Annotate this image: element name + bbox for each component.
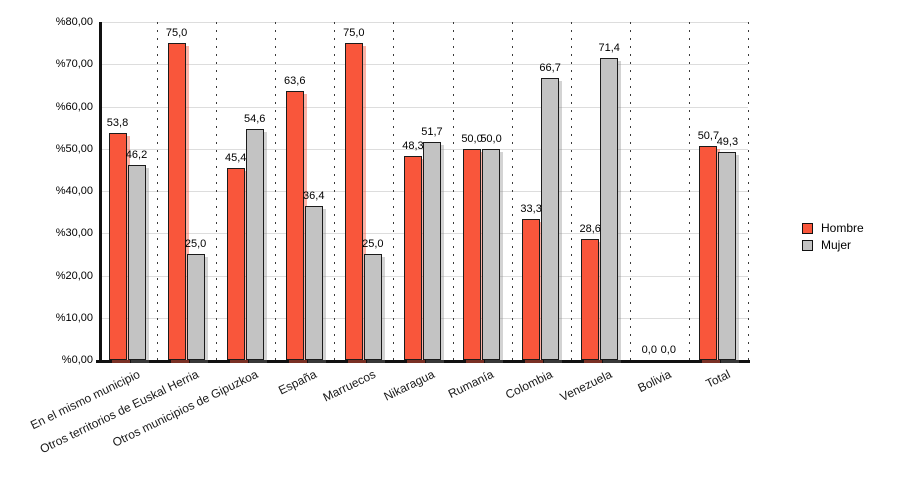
value-label: 45,4 [224, 152, 247, 165]
value-label: 53,8 [106, 116, 129, 129]
bar-hombre-10 [699, 145, 718, 360]
category-label: Colombia [503, 367, 556, 402]
bar-hombre-6 [463, 148, 482, 360]
bar-mujer-8 [600, 58, 619, 360]
bar-mujer-3 [304, 206, 323, 360]
value-label: 75,0 [165, 27, 188, 40]
value-label: 48,3 [402, 139, 424, 152]
category-separator [688, 22, 690, 360]
bar-mujer-7 [541, 78, 560, 360]
value-label: 28,6 [579, 223, 601, 236]
category-label: Total [703, 367, 733, 391]
legend-swatch-hombre [802, 222, 813, 234]
bar-mujer-6 [482, 148, 501, 360]
value-label: 51,7 [421, 125, 443, 138]
category-separator [275, 22, 277, 360]
value-label: 0,0 [641, 344, 657, 356]
y-tick-label: %70,00 [55, 58, 93, 71]
bar-mujer-5 [422, 141, 441, 360]
bar-hombre-0 [108, 132, 127, 360]
y-tick-label: %80,00 [55, 16, 93, 28]
category-label: Venezuela [557, 367, 615, 405]
bar-hombre-8 [581, 239, 600, 360]
value-label: 36,4 [303, 190, 325, 203]
legend-label-mujer: Mujer [821, 238, 852, 252]
category-separator [216, 22, 218, 360]
value-label: 25,0 [362, 238, 384, 251]
bar-hombre-2 [226, 168, 245, 360]
category-separator [511, 22, 513, 360]
category-separator [629, 22, 631, 360]
category-separator [748, 22, 749, 360]
legend-item-mujer: Mujer [802, 238, 864, 252]
value-label: 33,3 [520, 203, 542, 216]
value-label: 25,0 [184, 238, 207, 251]
y-tick-label: %20,00 [55, 269, 93, 282]
value-label: 66,7 [539, 62, 561, 75]
y-tick-label: %60,00 [55, 100, 93, 113]
y-gridline [102, 106, 748, 108]
legend-swatch-mujer [802, 239, 813, 251]
value-label: 50,7 [697, 129, 720, 142]
category-label: Nikaragua [381, 367, 438, 404]
y-tick-label: %0,00 [61, 354, 93, 366]
value-label: 75,0 [343, 27, 365, 40]
y-tick-label: %40,00 [55, 185, 93, 197]
bar-hombre-7 [522, 219, 541, 360]
bar-hombre-1 [167, 43, 186, 360]
y-tick-label: %10,00 [55, 311, 93, 324]
y-gridline [102, 64, 748, 66]
bar-hombre-5 [403, 155, 422, 360]
bar-hombre-3 [285, 91, 304, 360]
value-label: 50,0 [480, 132, 502, 145]
bar-mujer-1 [186, 254, 205, 360]
bar-mujer-2 [245, 129, 264, 360]
value-label: 49,3 [716, 135, 739, 148]
legend: Hombre Mujer [802, 221, 864, 255]
bar-hombre-4 [344, 43, 363, 360]
category-label: Bolivia [635, 367, 674, 396]
value-label: 71,4 [598, 42, 620, 55]
category-separator [570, 22, 572, 360]
category-label: Rumanía [446, 367, 497, 401]
legend-item-hombre: Hombre [802, 221, 864, 235]
y-axis-line [99, 22, 102, 363]
value-label: 0,0 [660, 344, 676, 356]
bar-mujer-10 [718, 151, 737, 360]
value-label: 54,6 [243, 113, 266, 126]
category-separator [452, 22, 454, 360]
category-separator [334, 22, 336, 360]
bar-mujer-0 [127, 164, 146, 360]
value-label: 46,2 [125, 148, 148, 161]
bar-mujer-4 [363, 254, 382, 360]
category-label: España [276, 367, 319, 398]
legend-label-hombre: Hombre [821, 221, 864, 235]
x-axis-line [96, 360, 750, 363]
category-label: Marruecos [320, 367, 379, 405]
y-gridline [102, 22, 748, 23]
value-label: 63,6 [284, 75, 306, 88]
value-label: 50,0 [461, 132, 483, 145]
category-separator [157, 22, 159, 360]
y-tick-label: %30,00 [55, 227, 93, 240]
y-tick-label: %50,00 [55, 142, 93, 155]
category-separator [393, 22, 395, 360]
